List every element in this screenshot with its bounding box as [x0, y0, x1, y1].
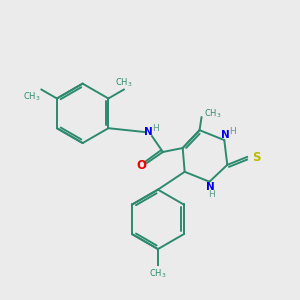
Text: H: H [208, 190, 215, 199]
Text: CH$_3$: CH$_3$ [23, 91, 40, 103]
Text: CH$_3$: CH$_3$ [149, 268, 167, 280]
Text: O: O [136, 159, 146, 172]
Text: H: H [229, 127, 236, 136]
Text: N: N [144, 127, 152, 137]
Text: CH$_3$: CH$_3$ [205, 107, 222, 120]
Text: S: S [252, 152, 260, 164]
Text: N: N [221, 130, 230, 140]
Text: H: H [153, 124, 159, 133]
Text: N: N [206, 182, 215, 192]
Text: CH$_3$: CH$_3$ [115, 76, 133, 88]
